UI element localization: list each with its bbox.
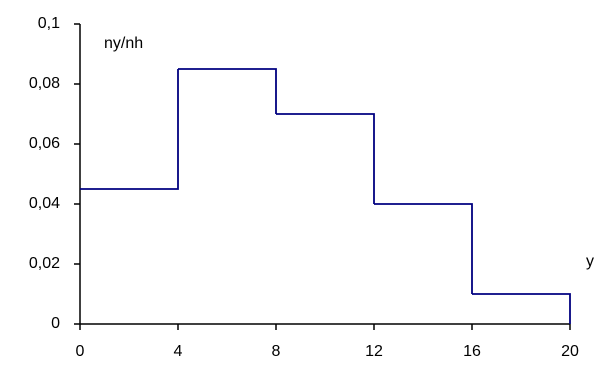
y-tick-label: 0: [51, 315, 60, 332]
y-tick-label: 0,06: [29, 135, 60, 152]
y-axis-label: ny/nh: [104, 35, 143, 52]
x-tick-label: 0: [76, 343, 85, 360]
x-tick-label: 12: [365, 343, 383, 360]
y-tick-label: 0,04: [29, 195, 60, 212]
histogram-step: [374, 203, 473, 294]
x-tick-label: 16: [463, 343, 481, 360]
y-tick-label: 0,1: [38, 15, 60, 32]
y-tick-label: 0,02: [29, 255, 60, 272]
x-tick-label: 20: [561, 343, 579, 360]
histogram-step: [178, 68, 277, 114]
x-tick-label: 4: [174, 343, 183, 360]
histogram-step: [472, 293, 571, 324]
x-axis-label: y: [586, 253, 594, 270]
histogram-step: [276, 113, 375, 204]
x-tick-label: 8: [272, 343, 281, 360]
histogram-step: [80, 69, 179, 190]
y-tick-label: 0,08: [29, 75, 60, 92]
